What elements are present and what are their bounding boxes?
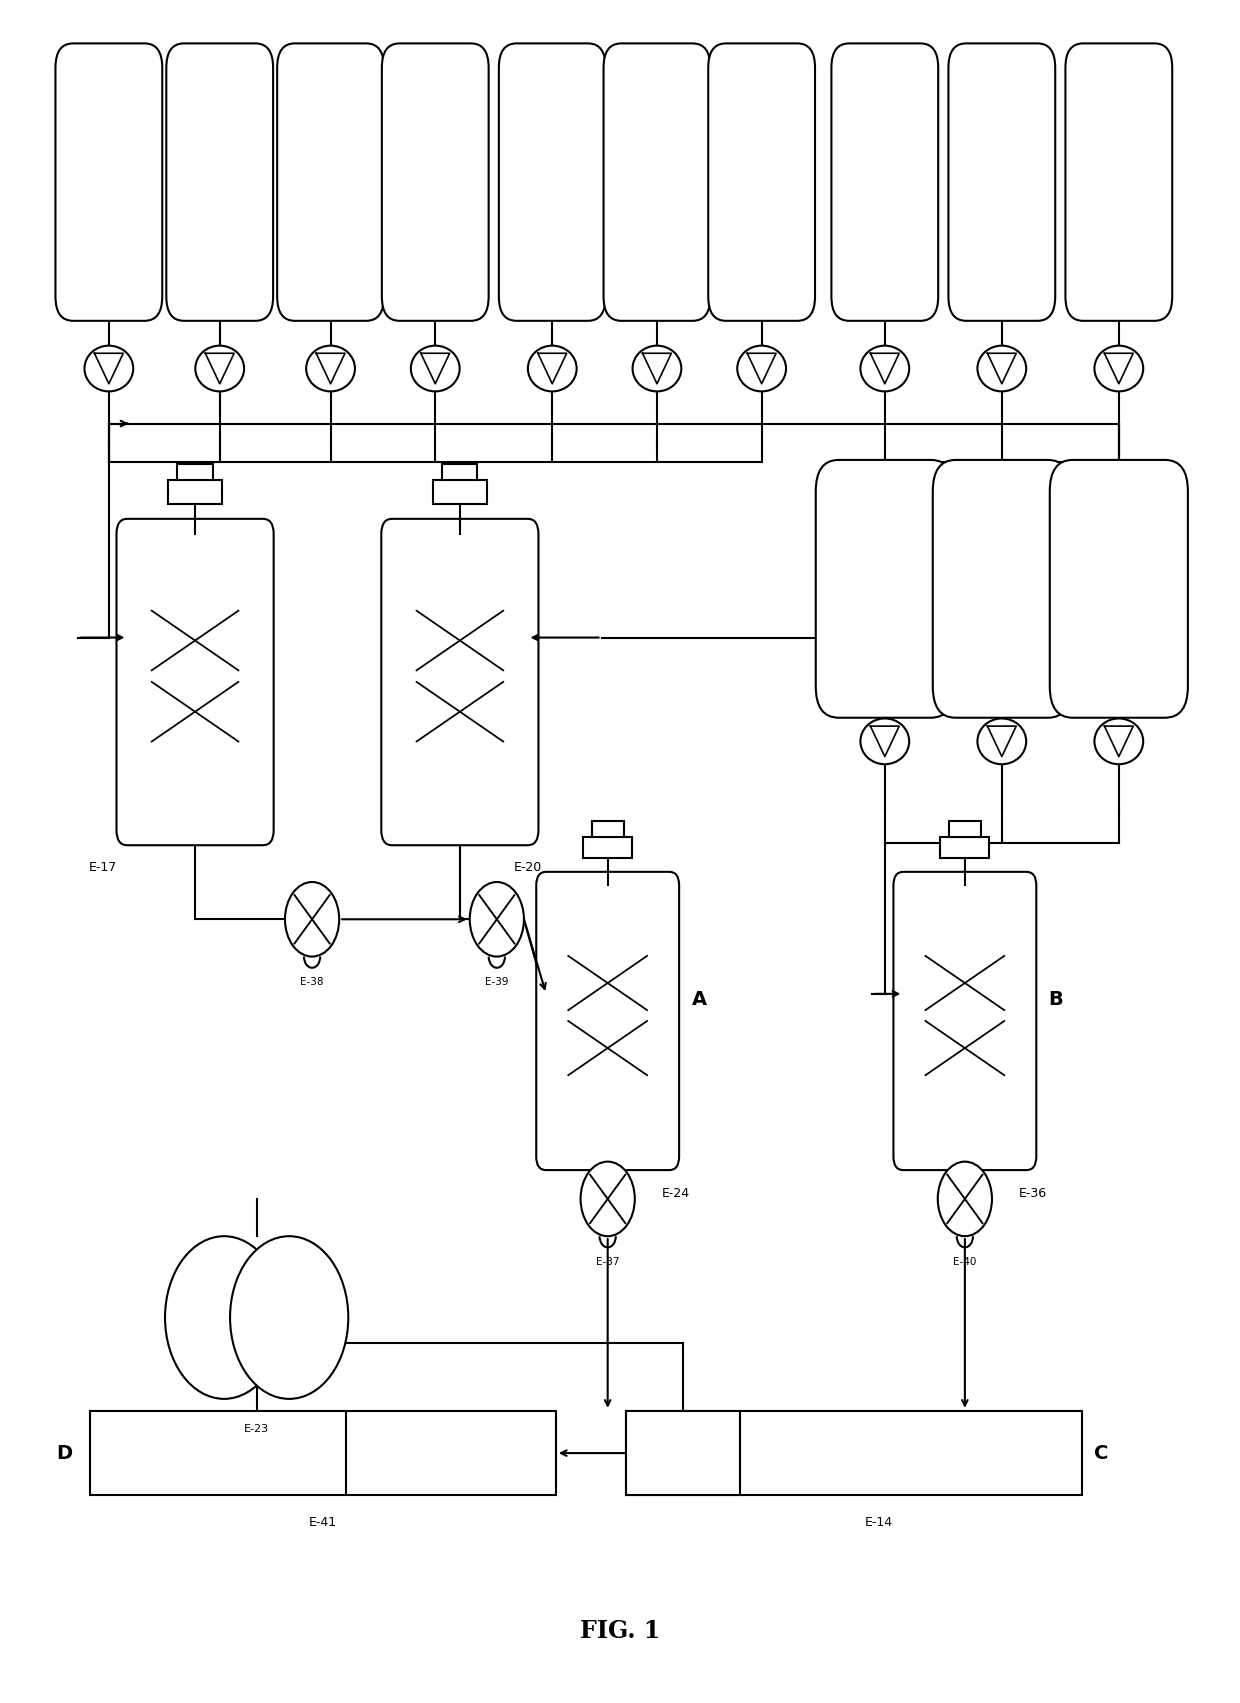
FancyBboxPatch shape — [498, 43, 605, 320]
Ellipse shape — [977, 719, 1027, 765]
Bar — [949, 821, 981, 836]
FancyBboxPatch shape — [816, 460, 954, 717]
Ellipse shape — [306, 346, 355, 392]
Text: D: D — [56, 1444, 72, 1463]
Circle shape — [937, 1161, 992, 1236]
Text: C: C — [1094, 1444, 1109, 1463]
Ellipse shape — [196, 346, 244, 392]
FancyBboxPatch shape — [56, 43, 162, 320]
Bar — [591, 821, 624, 836]
Ellipse shape — [1095, 346, 1143, 392]
Text: E-37: E-37 — [596, 1257, 620, 1267]
FancyBboxPatch shape — [1050, 460, 1188, 717]
FancyBboxPatch shape — [278, 43, 384, 320]
FancyBboxPatch shape — [932, 460, 1071, 717]
Text: E-14: E-14 — [864, 1516, 893, 1529]
Bar — [443, 463, 477, 480]
FancyBboxPatch shape — [382, 519, 538, 845]
Ellipse shape — [410, 346, 460, 392]
Circle shape — [231, 1236, 348, 1398]
Text: E-38: E-38 — [300, 978, 324, 988]
FancyBboxPatch shape — [949, 43, 1055, 320]
Text: FIG. 1: FIG. 1 — [580, 1620, 660, 1643]
Text: B: B — [1049, 989, 1064, 1008]
Ellipse shape — [84, 346, 133, 392]
Text: E-24: E-24 — [661, 1187, 689, 1201]
FancyBboxPatch shape — [894, 872, 1037, 1170]
Ellipse shape — [632, 346, 681, 392]
FancyBboxPatch shape — [831, 43, 939, 320]
Text: E-36: E-36 — [1018, 1187, 1047, 1201]
Circle shape — [470, 882, 525, 957]
FancyBboxPatch shape — [166, 43, 273, 320]
Text: E-23: E-23 — [244, 1424, 269, 1434]
Circle shape — [580, 1161, 635, 1236]
Ellipse shape — [738, 346, 786, 392]
FancyBboxPatch shape — [382, 43, 489, 320]
Ellipse shape — [861, 719, 909, 765]
Bar — [626, 1410, 740, 1495]
Text: E-41: E-41 — [309, 1516, 337, 1529]
Ellipse shape — [861, 346, 909, 392]
FancyBboxPatch shape — [117, 519, 274, 845]
Bar — [940, 836, 990, 858]
Bar — [583, 836, 632, 858]
Bar — [626, 1410, 1081, 1495]
Text: E-20: E-20 — [513, 860, 542, 874]
Bar — [91, 1410, 556, 1495]
FancyBboxPatch shape — [536, 872, 680, 1170]
Text: E-39: E-39 — [485, 978, 508, 988]
Circle shape — [165, 1236, 283, 1398]
Ellipse shape — [977, 346, 1027, 392]
Text: A: A — [692, 989, 707, 1008]
Bar — [433, 480, 487, 504]
Circle shape — [285, 882, 340, 957]
Bar — [177, 463, 213, 480]
Text: E-17: E-17 — [88, 860, 117, 874]
Text: E-40: E-40 — [954, 1257, 977, 1267]
FancyBboxPatch shape — [708, 43, 815, 320]
FancyBboxPatch shape — [1065, 43, 1172, 320]
Ellipse shape — [528, 346, 577, 392]
FancyBboxPatch shape — [604, 43, 711, 320]
Bar — [167, 480, 222, 504]
Ellipse shape — [1095, 719, 1143, 765]
